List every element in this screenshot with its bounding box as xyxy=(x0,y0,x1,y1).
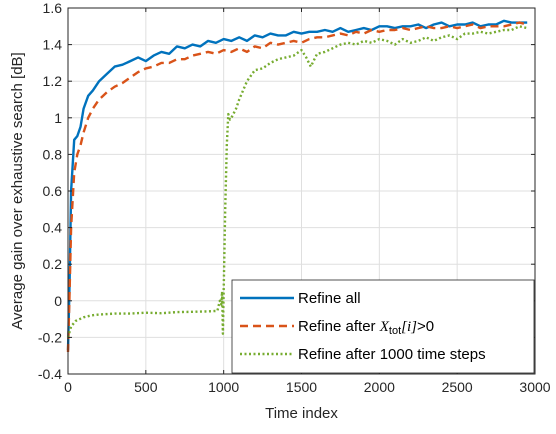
x-tick-label: 2500 xyxy=(442,379,473,395)
y-tick-label: 1.6 xyxy=(43,0,63,16)
y-tick-label: 0.6 xyxy=(43,183,63,199)
legend: Refine all Refine after Xtot[i]>0 Refine… xyxy=(231,279,535,374)
x-tick-label: 2000 xyxy=(364,379,395,395)
x-tick-label: 3000 xyxy=(519,379,550,395)
y-tick-label: 1 xyxy=(54,110,62,126)
y-tick-label: 1.2 xyxy=(43,73,63,89)
series-line-refine-after-1000 xyxy=(66,25,528,338)
legend-label-math-x: X xyxy=(379,319,390,335)
series-lines xyxy=(66,19,528,353)
y-tick-label: -0.4 xyxy=(38,366,62,382)
legend-label-subscript: tot xyxy=(389,325,401,337)
x-tick-label: 0 xyxy=(64,379,72,395)
y-tick-label: 0.2 xyxy=(43,256,63,272)
legend-label-refine-after-xtot: Refine after Xtot[i]>0 xyxy=(298,318,434,337)
y-tick-label: -0.2 xyxy=(38,329,62,345)
series-line-refine-after-xtot xyxy=(66,21,528,353)
legend-label-prefix: Refine after xyxy=(298,318,380,335)
legend-label-index: [i] xyxy=(401,319,417,335)
x-tick-label: 1000 xyxy=(208,379,239,395)
legend-box xyxy=(231,279,535,374)
legend-label-refine-all: Refine all xyxy=(298,290,361,307)
legend-label-suffix: >0 xyxy=(417,318,434,335)
x-axis-label: Time index xyxy=(265,405,338,422)
series-line-refine-all xyxy=(66,19,528,351)
y-tick-label: 0.4 xyxy=(43,220,63,236)
legend-label-refine-after-1000: Refine after 1000 time steps xyxy=(298,346,486,363)
y-tick-label: 0 xyxy=(54,293,62,309)
x-tick-label: 1500 xyxy=(286,379,317,395)
y-tick-label: 0.8 xyxy=(43,146,63,162)
x-tick-label: 500 xyxy=(134,379,158,395)
y-tick-label: 1.4 xyxy=(43,37,63,53)
y-axis-label: Average gain over exhaustive search [dB] xyxy=(9,52,26,329)
axis-ticks: 0 500 1000 1500 2000 2500 3000 -0.4 -0.2 0 0.2 0.4 0… xyxy=(38,0,551,395)
